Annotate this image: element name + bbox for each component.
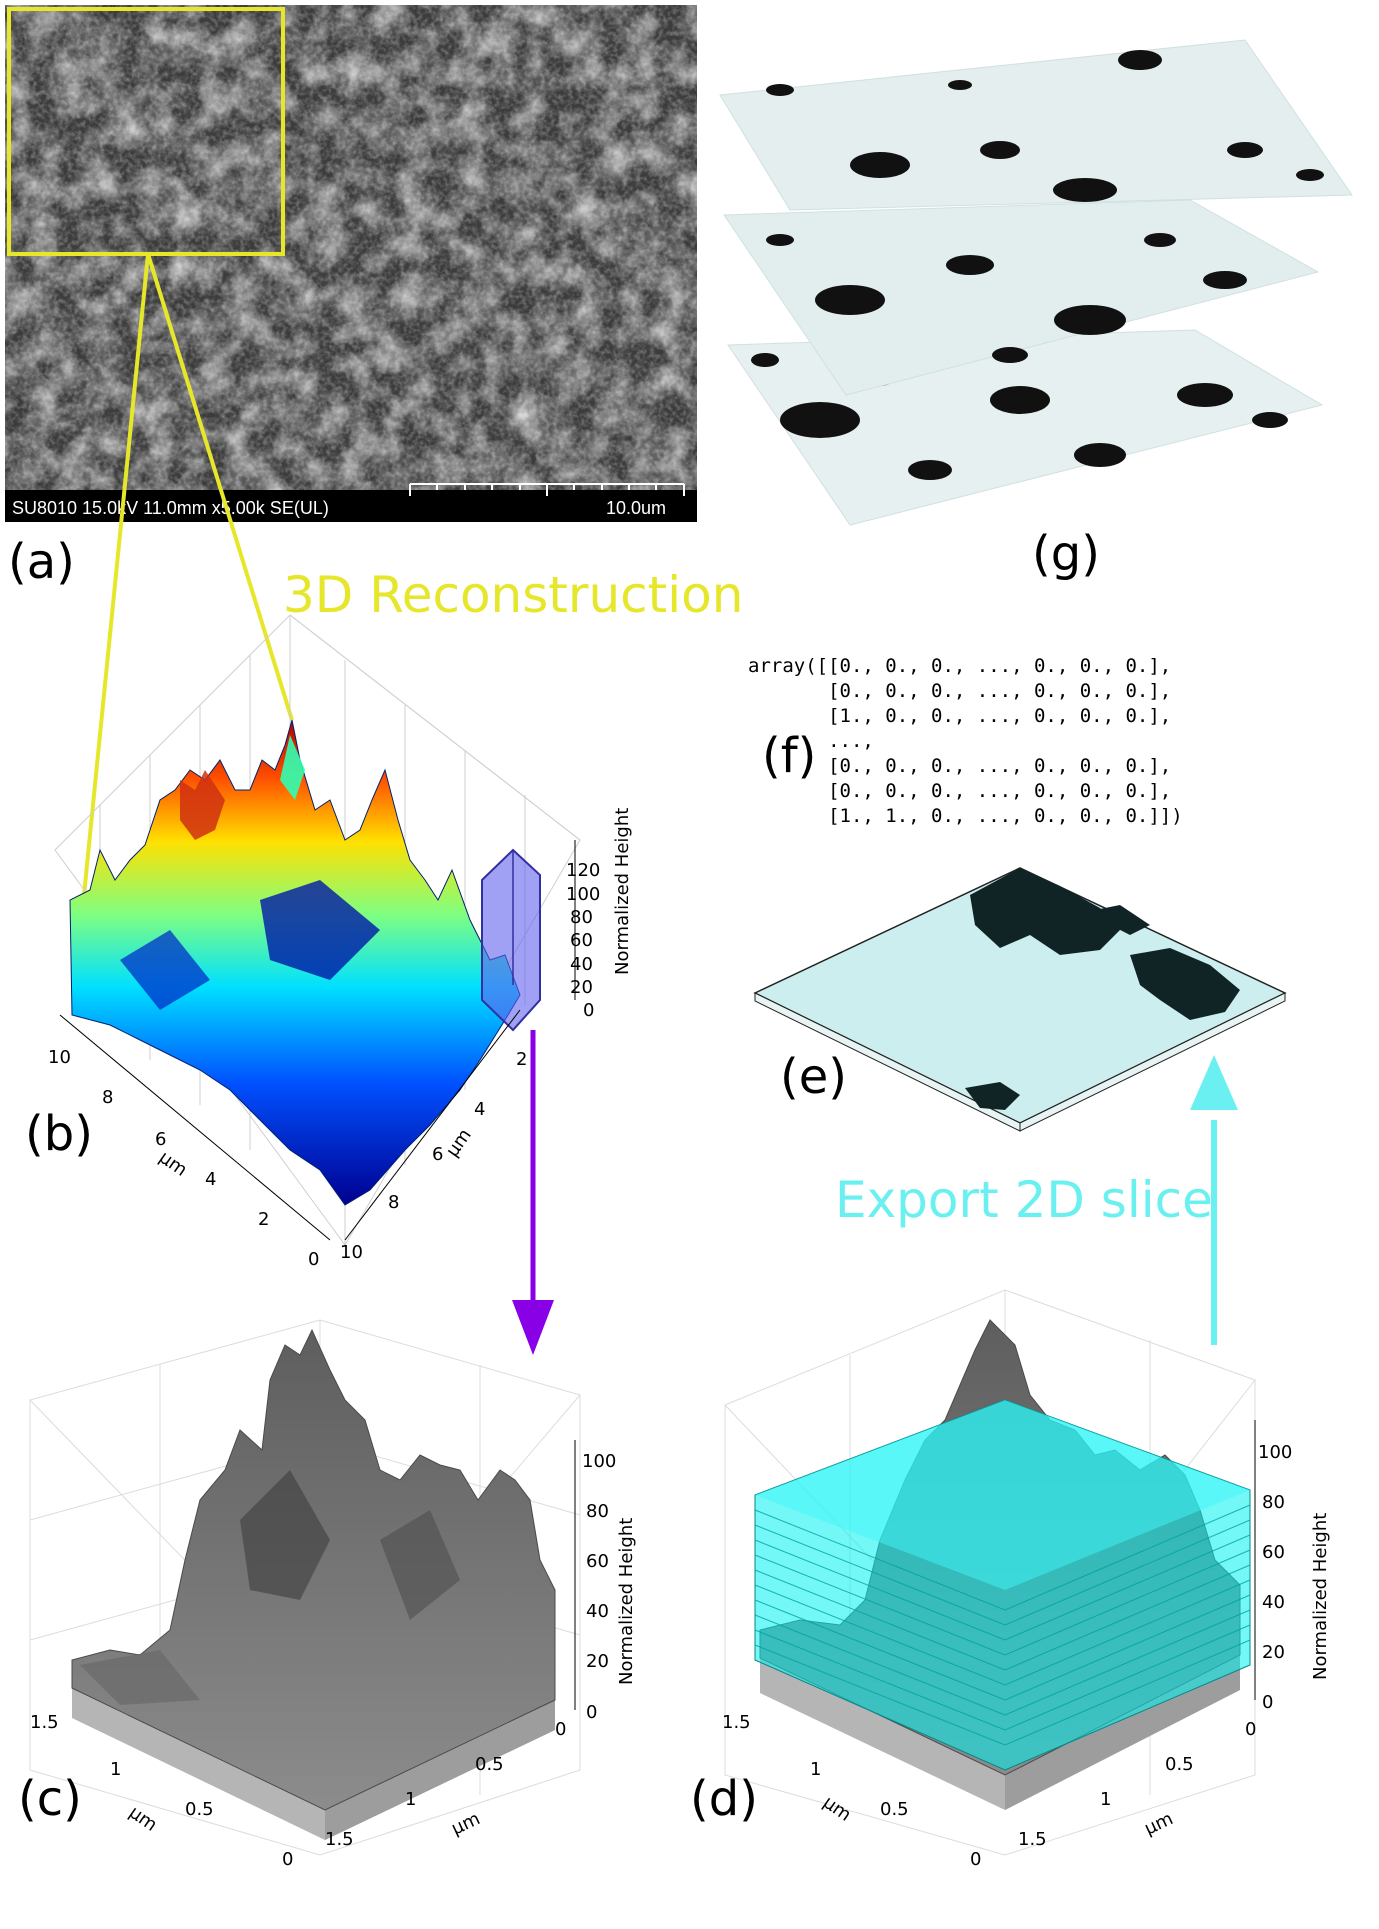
arrow-b-to-c [512,1030,554,1355]
plot-b: 0 20 40 60 80 100 120 Normalized Height … [48,614,633,1270]
array-line: ..., [748,730,874,752]
zoom-line-right [146,253,294,721]
plot-d-xlabel: μm [819,1792,855,1826]
plot-b-xtick: 8 [102,1087,113,1108]
sem-scale-text: 10.0um [606,498,666,518]
plot-b-ztick: 120 [566,860,600,881]
single-slice [753,867,1287,1132]
plot-c-xtick: 0.5 [185,1799,214,1820]
array-line: [0., 0., 0., ..., 0., 0., 0.], [748,780,1171,802]
plot-d-slice-stack [754,1399,1251,1771]
plot-b-ztick: 100 [566,884,600,905]
plot-d-ztick: 60 [1262,1542,1285,1563]
plot-b-xlabel: μm [155,1147,191,1181]
panel-label-e: (e) [780,1049,847,1105]
zoom-line-left [80,253,150,916]
plot-d-ytick: 0.5 [1165,1754,1194,1775]
plot-b-xtick: 10 [48,1047,71,1068]
plot-d-zlabel: Normalized Height [1310,1513,1331,1680]
plot-d-z-axis: 0 20 40 60 80 100 Normalized Height [1254,1420,1331,1713]
plot-d-ztick: 20 [1262,1642,1285,1663]
plot-d-ztick: 80 [1262,1492,1285,1513]
plot-b-xtick: 0 [308,1249,319,1270]
plot-b-xtick: 4 [205,1169,216,1190]
stacked-slices [719,39,1353,526]
plot-c-ytick: 1 [405,1789,416,1810]
plot-b-xtick: 2 [258,1209,269,1230]
panel-label-g: (g) [1032,526,1100,582]
plot-b-ytick: 2 [516,1049,527,1070]
panel-label-c: (c) [18,1771,82,1827]
array-line: [1., 0., 0., ..., 0., 0., 0.], [748,705,1171,727]
plot-c-xtick: 1.5 [30,1712,59,1733]
array-line: [0., 0., 0., ..., 0., 0., 0.], [748,680,1171,702]
plot-d-ytick: 0 [1245,1719,1256,1740]
plot-c-ytick: 0 [555,1719,566,1740]
plot-d-ytick: 1.5 [1018,1829,1047,1850]
plot-c-ytick: 0.5 [475,1754,504,1775]
panel-label-f: (f) [762,728,816,784]
plot-d-ztick: 0 [1262,1692,1273,1713]
plot-b-surface [69,719,521,1206]
plot-d-ztick: 100 [1258,1442,1292,1463]
plot-c-ztick: 0 [586,1702,597,1723]
array-line: array([[0., 0., 0., ..., 0., 0., 0.], [748,655,1171,677]
plot-c-ztick: 100 [582,1451,616,1472]
plot-c-ztick: 80 [586,1501,609,1522]
plot-c-xtick: 1 [110,1759,121,1780]
slice-layer-2 [723,199,1320,396]
plot-d-ytick: 1 [1100,1789,1111,1810]
plot-c-z-axis: 0 20 40 60 80 100 Normalized Height [574,1440,637,1723]
arrow-d-to-e [1190,1055,1238,1345]
plot-b-ztick: 0 [583,1000,594,1021]
array-line: [1., 1., 0., ..., 0., 0., 0.]]) [748,805,1183,827]
plot-c-surface [71,1328,556,1840]
plot-d: 0 20 40 60 80 100 Normalized Height 1.5 … [722,1289,1331,1870]
plot-b-ztick: 80 [570,907,593,928]
plot-d-xtick: 1 [810,1759,821,1780]
plot-c-ylabel: μm [448,1808,483,1839]
export-annotation: Export 2D slice [835,1171,1213,1229]
plot-b-ztick: 20 [570,977,593,998]
plot-d-xtick: 1.5 [722,1712,751,1733]
plot-c-ztick: 40 [586,1601,609,1622]
plot-d-xtick: 0.5 [880,1799,909,1820]
plot-b-ztick: 40 [570,954,593,975]
plot-c-xtick: 0 [282,1849,293,1870]
plot-d-xtick: 0 [970,1849,981,1870]
array-output: array([[0., 0., 0., ..., 0., 0., 0.], [0… [748,655,1183,827]
plot-d-ztick: 40 [1262,1592,1285,1613]
panel-label-a: (a) [8,534,75,590]
sem-image: SU8010 15.0kV 11.0mm x5.00k SE(UL) 10.0u… [5,5,697,522]
plot-b-z-axis: 0 20 40 60 80 100 120 Normalized Height [566,808,633,1021]
plot-c-ytick: 1.5 [325,1829,354,1850]
plot-c-ztick: 20 [586,1651,609,1672]
plot-b-y-axis: 2 4 6 8 10 μm [340,1009,527,1263]
plot-d-ylabel: μm [1141,1808,1176,1839]
plot-b-ztick: 60 [570,930,593,951]
slice-layer-1 [719,39,1353,211]
plot-b-ylabel: μm [442,1125,476,1161]
plot-b-zlabel: Normalized Height [612,808,633,975]
panel-label-b: (b) [25,1106,93,1162]
plot-c-ztick: 60 [586,1551,609,1572]
plot-b-ytick: 8 [388,1192,399,1213]
reconstruction-annotation: 3D Reconstruction [283,566,743,624]
plot-b-ytick: 4 [474,1099,485,1120]
panel-label-d: (d) [690,1771,758,1827]
plot-c: 0 20 40 60 80 100 Normalized Height 1.5 … [29,1319,637,1870]
sem-scale-bar [409,483,685,496]
sem-info-text: SU8010 15.0kV 11.0mm x5.00k SE(UL) [12,498,329,518]
plot-b-xtick: 6 [155,1129,166,1150]
array-line: [0., 0., 0., ..., 0., 0., 0.], [748,755,1171,777]
plot-b-selected-region [481,848,541,1032]
plot-c-zlabel: Normalized Height [616,1518,637,1685]
plot-b-ytick: 10 [340,1242,363,1263]
plot-b-ytick: 6 [432,1144,443,1165]
